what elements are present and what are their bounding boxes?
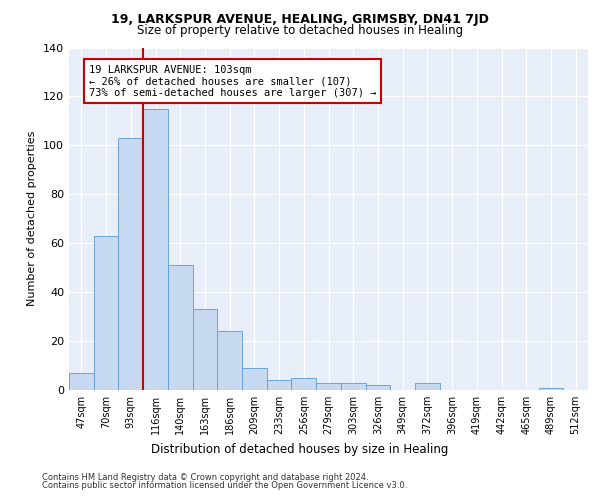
Bar xyxy=(316,382,341,390)
Text: Contains public sector information licensed under the Open Government Licence v3: Contains public sector information licen… xyxy=(42,481,407,490)
Bar xyxy=(94,236,118,390)
Bar xyxy=(143,108,168,390)
Bar xyxy=(193,310,217,390)
Text: 19, LARKSPUR AVENUE, HEALING, GRIMSBY, DN41 7JD: 19, LARKSPUR AVENUE, HEALING, GRIMSBY, D… xyxy=(111,12,489,26)
Bar xyxy=(539,388,563,390)
Text: Size of property relative to detached houses in Healing: Size of property relative to detached ho… xyxy=(137,24,463,37)
Bar xyxy=(415,382,440,390)
Y-axis label: Number of detached properties: Number of detached properties xyxy=(28,131,37,306)
Text: Distribution of detached houses by size in Healing: Distribution of detached houses by size … xyxy=(151,442,449,456)
Bar xyxy=(242,368,267,390)
Bar xyxy=(69,373,94,390)
Bar xyxy=(118,138,143,390)
Bar xyxy=(292,378,316,390)
Bar xyxy=(365,385,390,390)
Text: 19 LARKSPUR AVENUE: 103sqm
← 26% of detached houses are smaller (107)
73% of sem: 19 LARKSPUR AVENUE: 103sqm ← 26% of deta… xyxy=(89,64,376,98)
Bar xyxy=(168,265,193,390)
Bar xyxy=(217,332,242,390)
Bar xyxy=(267,380,292,390)
Bar xyxy=(341,382,365,390)
Text: Contains HM Land Registry data © Crown copyright and database right 2024.: Contains HM Land Registry data © Crown c… xyxy=(42,472,368,482)
